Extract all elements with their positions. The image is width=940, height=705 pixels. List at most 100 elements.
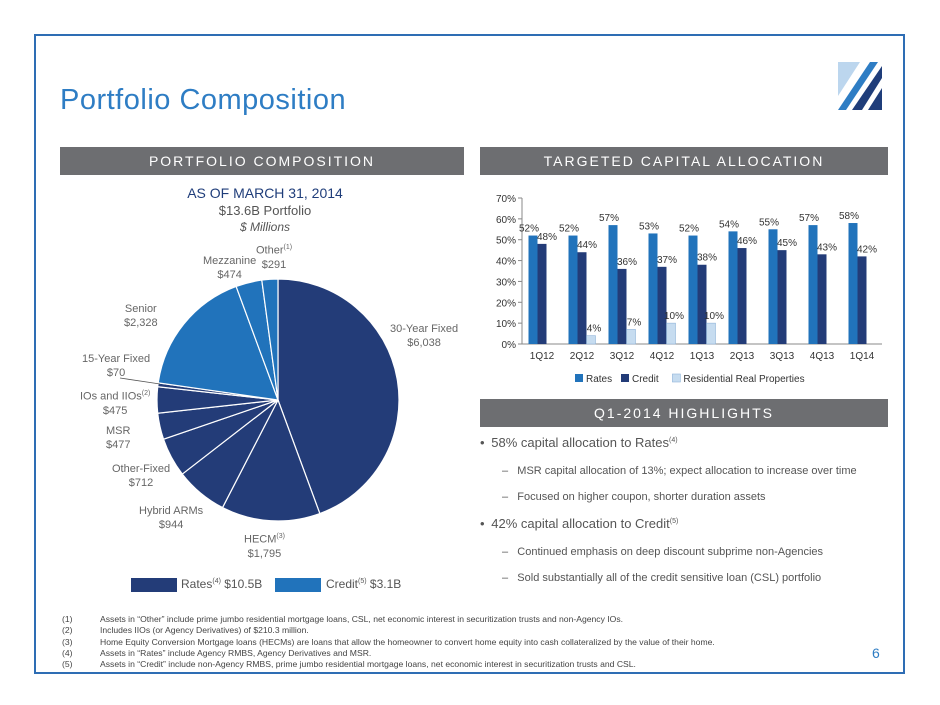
data-label: 10% <box>664 311 684 322</box>
legend-swatch-rates <box>131 578 177 592</box>
highlight-text: Sold substantially all of the credit sen… <box>517 572 822 584</box>
y-tick-label: 0% <box>502 340 517 351</box>
pie-label-fifteen-year: 15-Year Fixed $70 <box>82 352 150 380</box>
legend-swatch <box>575 374 583 382</box>
bar-rates <box>848 223 858 344</box>
highlight-item: – Continued emphasis on deep discount su… <box>502 546 823 558</box>
legend-sup: (4) <box>212 578 221 585</box>
bar-rates <box>728 231 738 344</box>
data-label: 45% <box>777 238 797 249</box>
data-label: 38% <box>697 253 717 264</box>
data-label: 37% <box>657 255 677 266</box>
y-tick-label: 40% <box>496 257 516 268</box>
y-tick-label: 20% <box>496 298 516 309</box>
targeted-capital-header: TARGETED CAPITAL ALLOCATION <box>480 147 888 175</box>
data-label: 46% <box>737 236 757 247</box>
label-value: $712 <box>128 477 154 489</box>
footnote: (1) Assets in “Other” include prime jumbo… <box>62 614 623 625</box>
bar-residential-real-properties <box>586 335 596 345</box>
highlight-text: 58% capital allocation to Rates <box>491 435 670 450</box>
label-value: $291 <box>261 258 287 271</box>
x-tick-label: 2Q12 <box>570 351 595 362</box>
legend-value: $3.1B <box>366 577 402 591</box>
footnote: (3) Home Equity Conversion Mortgage loans… <box>62 637 715 648</box>
footnote-text: Assets in “Credit” include non-Agency RM… <box>100 659 636 669</box>
label-text: Other <box>256 244 284 257</box>
data-label: 42% <box>857 244 877 255</box>
as-of-date: AS OF MARCH 31, 2014 <box>187 185 343 201</box>
dash-icon: – <box>502 546 509 558</box>
bar-residential-real-properties <box>626 329 636 345</box>
footnote: (5) Assets in “Credit” include non-Agency… <box>62 659 636 670</box>
bar-rates <box>808 225 818 344</box>
highlight-item: – Sold substantially all of the credit s… <box>502 572 821 584</box>
label-value: $70 <box>106 367 126 379</box>
label-sup: (3) <box>276 533 285 540</box>
data-label: 7% <box>627 317 642 328</box>
data-label: 52% <box>679 224 699 235</box>
footnote-text: Includes IIOs (or Agency Derivatives) of… <box>100 625 309 635</box>
footnote-number: (2) <box>62 625 73 635</box>
data-label: 55% <box>759 217 779 228</box>
footnote-number: (4) <box>62 648 73 658</box>
highlight-sup: (5) <box>669 518 679 525</box>
pie-slice-thirty <box>277 278 400 515</box>
highlight-sup: (4) <box>669 437 678 444</box>
footnote: (4) Assets in “Rates” include Agency RMBS… <box>62 648 371 659</box>
company-logo <box>834 58 886 110</box>
pie-label-other-fixed: Other-Fixed $712 <box>112 462 170 490</box>
pie-label-thirty-year: 30-Year Fixed $6,038 <box>390 322 458 350</box>
x-tick-label: 3Q13 <box>770 351 795 362</box>
bar-credit <box>697 264 707 344</box>
legend-sup: (5) <box>358 578 367 585</box>
pie-label-hybrid: Hybrid ARMs $944 <box>139 504 203 532</box>
bar-residential-real-properties <box>666 322 676 345</box>
bar-rates <box>688 235 698 344</box>
page-number: 6 <box>872 645 880 661</box>
label-text: MSR <box>106 425 131 437</box>
x-tick-label: 1Q14 <box>850 351 875 362</box>
data-label: 48% <box>537 232 557 243</box>
legend-text: Credit <box>326 577 359 591</box>
y-tick-label: 70% <box>496 194 516 205</box>
y-tick-label: 30% <box>496 277 516 288</box>
bar-rates <box>648 233 658 344</box>
page-title: Portfolio Composition <box>60 84 347 116</box>
bar-credit <box>537 243 547 344</box>
label-text: Hybrid ARMs <box>139 505 204 517</box>
pie-label-ios: IOs and IIOs(2) $475 <box>80 387 150 418</box>
label-text: 30-Year Fixed <box>390 323 459 335</box>
pie-label-mezzanine: Mezzanine $474 <box>203 254 256 282</box>
highlight-text: Continued emphasis on deep discount subp… <box>517 546 824 558</box>
bar-credit <box>777 250 787 344</box>
highlights-header: Q1-2014 HIGHLIGHTS <box>480 399 888 427</box>
highlight-text: 42% capital allocation to Credit <box>491 516 670 531</box>
label-text: Mezzanine <box>203 255 257 267</box>
x-tick-label: 4Q12 <box>650 351 675 362</box>
legend-label-rates: Rates(4) $10.5B <box>181 577 262 591</box>
legend-swatch <box>672 373 681 383</box>
bar-credit <box>617 268 627 344</box>
units-note: $ Millions <box>239 220 290 234</box>
highlight-item: – Focused on higher coupon, shorter dura… <box>502 491 766 503</box>
data-label: 57% <box>599 213 619 224</box>
bar-credit <box>737 248 747 344</box>
highlight-item: • 58% capital allocation to Rates(4) <box>480 435 678 450</box>
footnote-text: Assets in “Other” include prime jumbo re… <box>100 614 624 624</box>
pie-leader-line <box>119 377 161 385</box>
x-tick-label: 1Q13 <box>690 351 715 362</box>
data-label: 4% <box>587 324 602 335</box>
pie-label-msr: MSR $477 <box>106 424 130 452</box>
pie-slice-other <box>261 278 279 401</box>
x-tick-label: 1Q12 <box>530 351 555 362</box>
bar-rates <box>528 235 538 344</box>
label-value: $477 <box>106 439 131 451</box>
legend-text: Rates <box>181 577 213 591</box>
footnote-number: (5) <box>62 659 73 669</box>
bar-credit <box>817 254 827 344</box>
label-value: $2,328 <box>124 317 158 329</box>
label-text: IOs and IIOs <box>80 390 142 403</box>
pie-label-other: Other(1) $291 <box>256 241 292 272</box>
label-value: $6,038 <box>407 337 441 349</box>
bar-rates <box>768 229 778 344</box>
